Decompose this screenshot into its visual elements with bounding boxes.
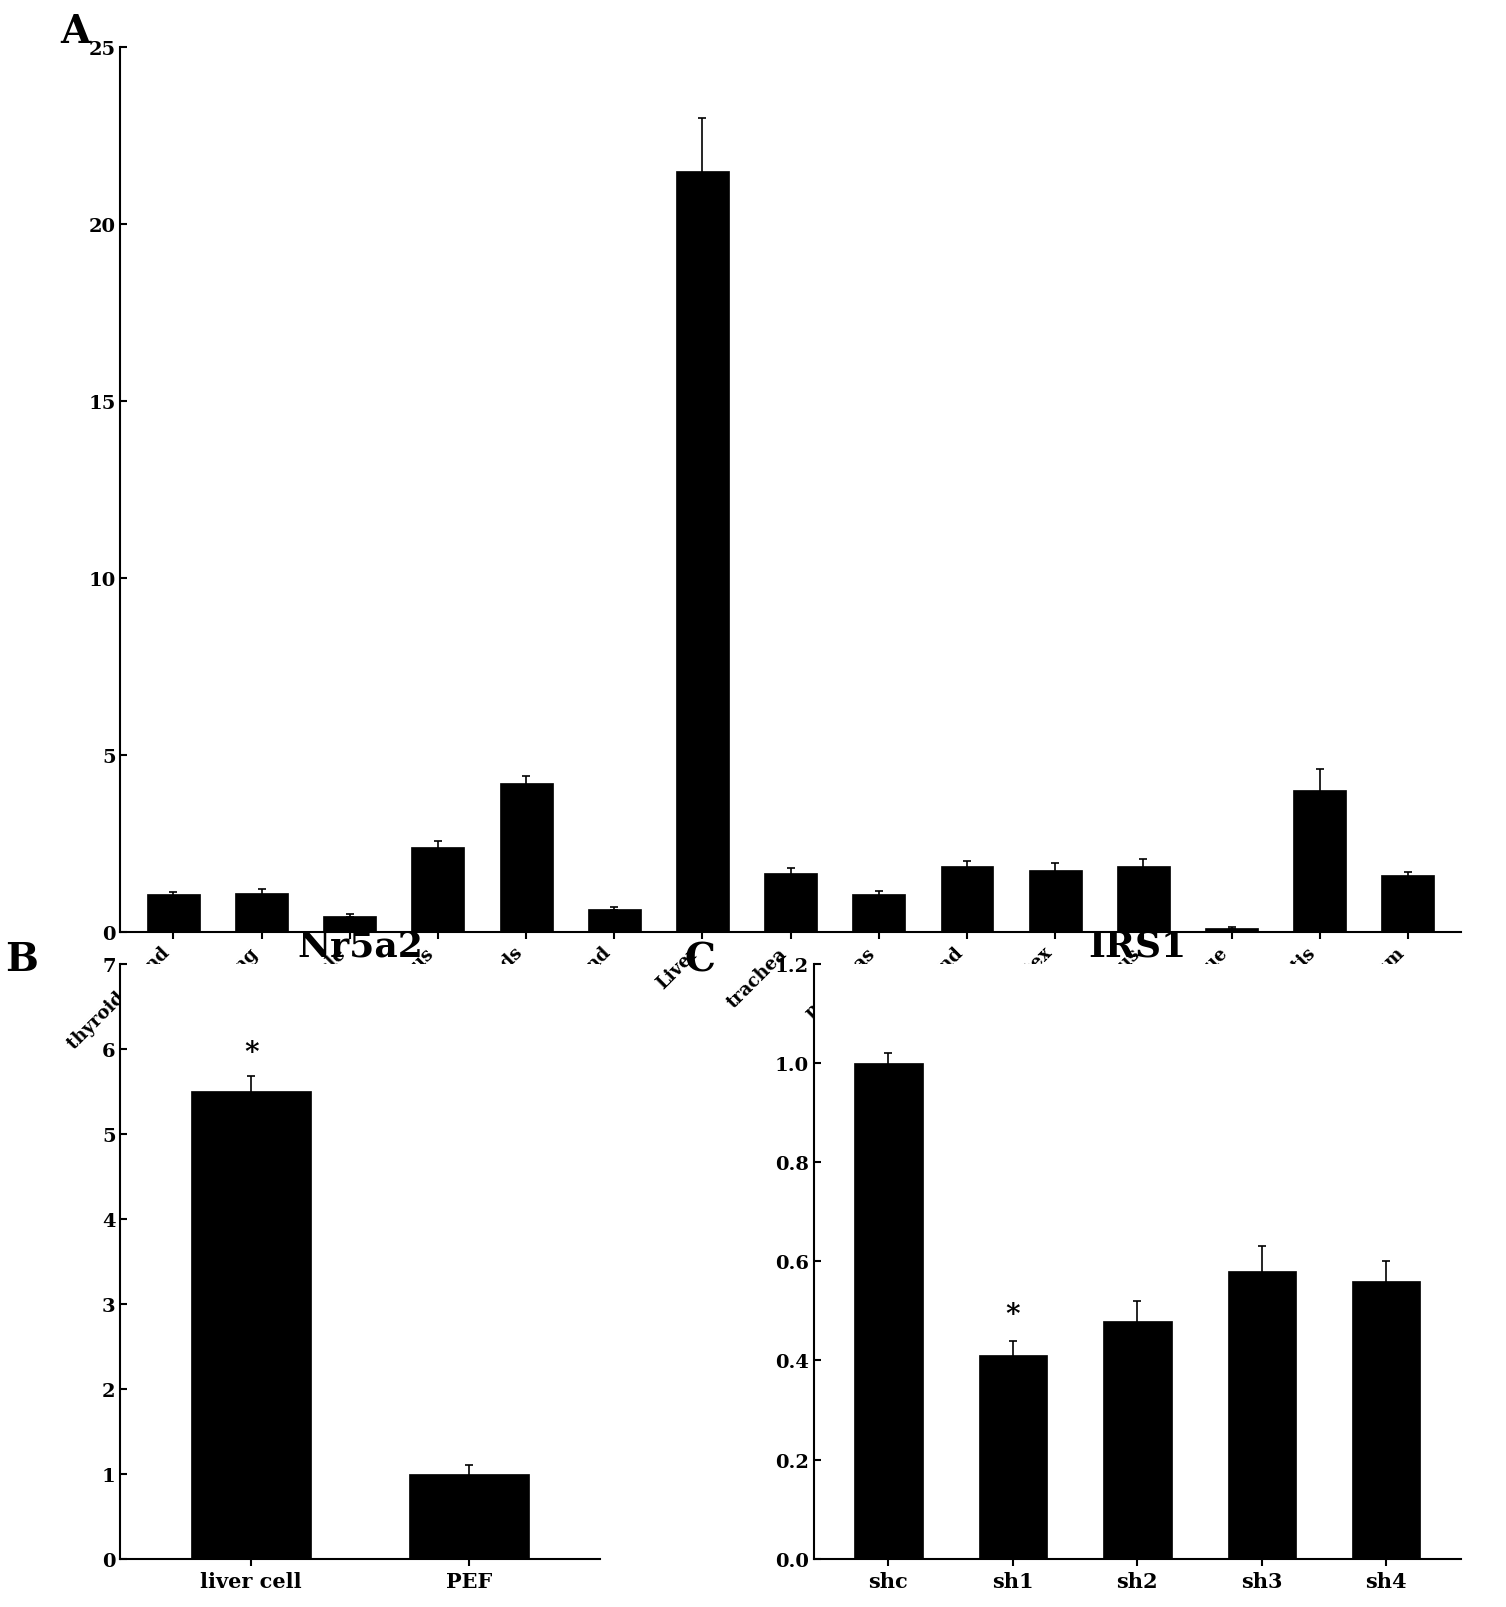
Bar bbox=[500, 784, 553, 932]
Bar bbox=[1102, 1321, 1172, 1559]
Bar bbox=[1294, 791, 1346, 932]
Bar bbox=[1352, 1281, 1420, 1559]
Text: C: C bbox=[684, 940, 715, 979]
Text: B: B bbox=[6, 940, 38, 979]
Bar bbox=[854, 1064, 923, 1559]
Bar bbox=[1381, 876, 1434, 932]
Text: *: * bbox=[244, 1040, 259, 1065]
Bar bbox=[1205, 929, 1258, 932]
Bar bbox=[852, 895, 905, 932]
Bar bbox=[1227, 1271, 1297, 1559]
Bar bbox=[411, 847, 464, 932]
Bar bbox=[191, 1091, 312, 1559]
Bar bbox=[235, 893, 288, 932]
Bar bbox=[148, 895, 200, 932]
Bar bbox=[1117, 866, 1170, 932]
Bar bbox=[410, 1474, 529, 1559]
Bar bbox=[979, 1356, 1047, 1559]
Text: *: * bbox=[1006, 1302, 1020, 1329]
Bar bbox=[764, 874, 818, 932]
Title: IRS1: IRS1 bbox=[1089, 929, 1187, 963]
Bar bbox=[941, 866, 994, 932]
Bar bbox=[1029, 871, 1081, 932]
Bar bbox=[587, 910, 640, 932]
Bar bbox=[676, 172, 729, 932]
Bar bbox=[324, 916, 376, 932]
Text: A: A bbox=[60, 13, 90, 51]
Title: Nr5a2: Nr5a2 bbox=[297, 929, 423, 963]
